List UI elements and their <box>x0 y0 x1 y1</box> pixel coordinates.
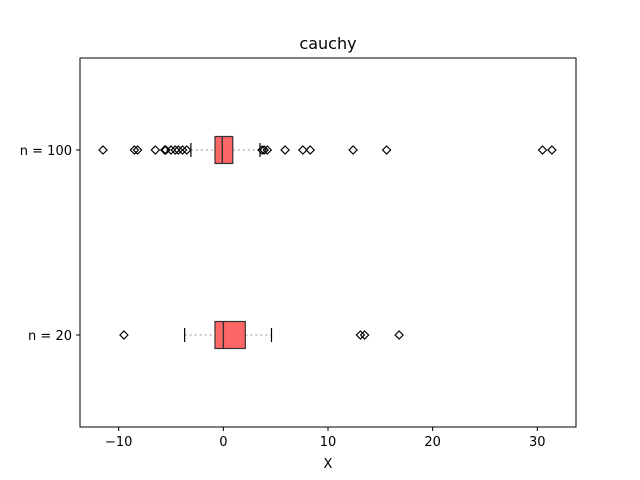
outlier-point <box>98 145 108 155</box>
category-label: n = 20 <box>28 329 72 344</box>
plot-area <box>98 135 557 350</box>
x-tick-label: 20 <box>424 435 441 450</box>
y-axis-label: n <box>0 239 4 247</box>
outlier-point <box>355 330 366 340</box>
outlier-point <box>547 145 557 155</box>
outlier-point <box>537 145 548 155</box>
outlier-point <box>394 330 405 340</box>
outlier-point <box>170 145 181 155</box>
outlier-point <box>132 145 143 155</box>
outlier-point <box>129 145 140 155</box>
outlier-point <box>298 145 308 155</box>
outlier-point <box>262 145 273 155</box>
category-label: n = 100 <box>20 144 72 159</box>
iqr-box <box>214 135 234 165</box>
outlier-point <box>150 145 161 155</box>
outlier-point <box>159 145 170 155</box>
outlier-point <box>177 145 188 155</box>
outlier-point <box>166 145 176 155</box>
chart-title: cauchy <box>299 34 356 53</box>
outlier-point <box>280 145 290 155</box>
x-axis-label: X <box>324 457 333 472</box>
iqr-box <box>214 320 246 350</box>
outlier-point <box>181 145 192 155</box>
outlier-point <box>173 145 184 155</box>
outlier-point <box>381 145 392 155</box>
x-tick-label: 10 <box>320 435 337 450</box>
outlier-point <box>348 145 358 155</box>
outlier-point <box>119 330 129 340</box>
x-tick-label: 0 <box>219 435 227 450</box>
x-tick-label: −10 <box>105 435 132 450</box>
outlier-point <box>305 145 316 155</box>
x-tick-label: 30 <box>529 435 546 450</box>
outlier-point <box>259 145 270 155</box>
outlier-point <box>359 330 370 340</box>
